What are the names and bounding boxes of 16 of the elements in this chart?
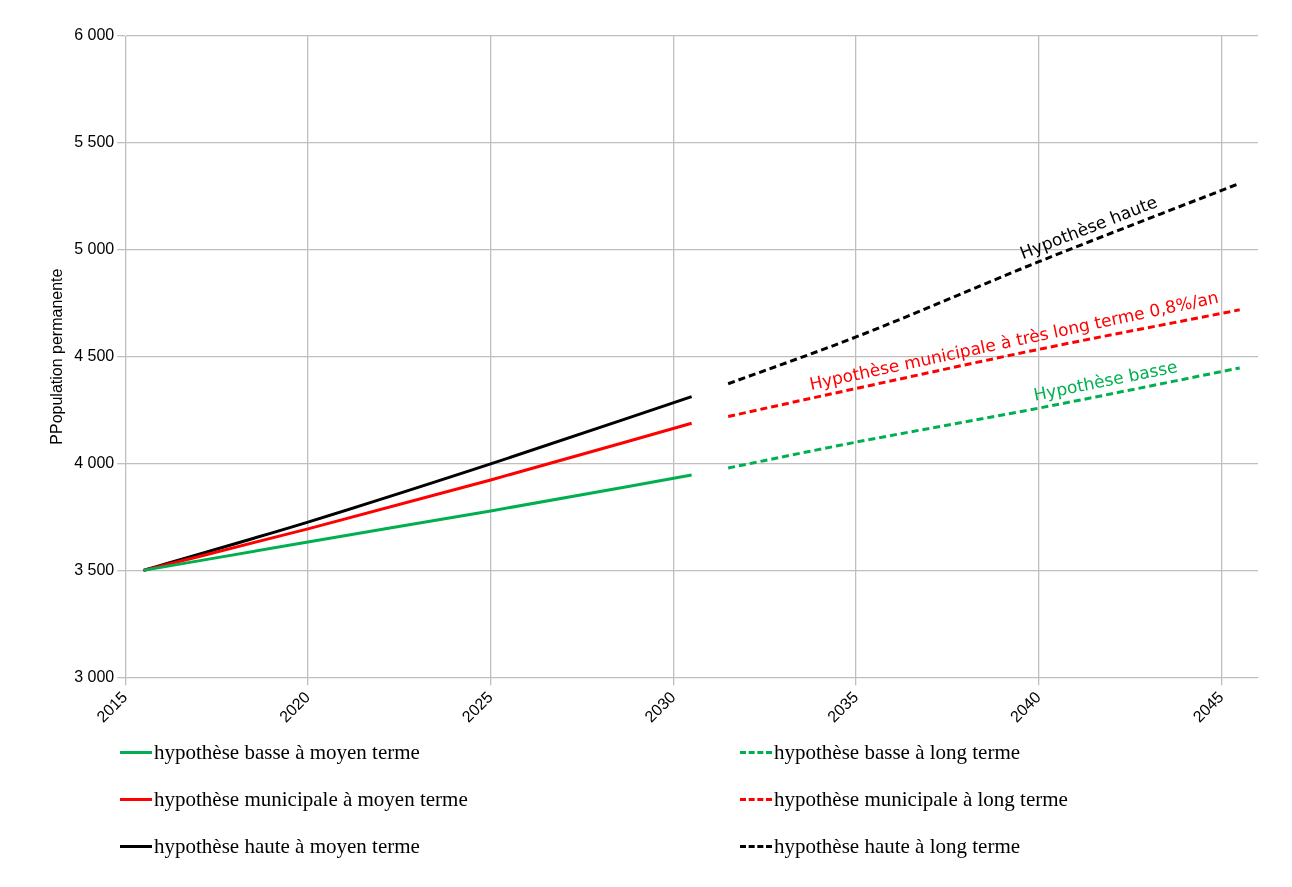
legend-label: hypothèse basse à moyen terme [154,740,420,765]
y-tick-label: 3 000 [74,667,115,685]
annotation: Hypothèse basse [1031,356,1179,405]
y-axis-title: PPopulation permanente [48,268,66,445]
legend-label: hypothèse municipale à long terme [774,787,1068,812]
legend-label: hypothèse basse à long terme [774,740,1021,765]
legend-label: hypothèse haute à moyen terme [154,834,420,859]
y-tick-label: 5 500 [74,133,115,151]
y-tick-label: 3 500 [74,560,115,578]
legend-label: hypothèse haute à long terme [774,834,1021,859]
y-tick-label: 4 000 [74,453,115,471]
y-tick-label: 4 500 [74,347,115,365]
line-series [142,473,694,572]
y-tick-label: 5 000 [74,240,115,258]
legend-label: hypothèse municipale à moyen terme [154,787,468,812]
y-tick-label: 6 000 [74,26,115,44]
